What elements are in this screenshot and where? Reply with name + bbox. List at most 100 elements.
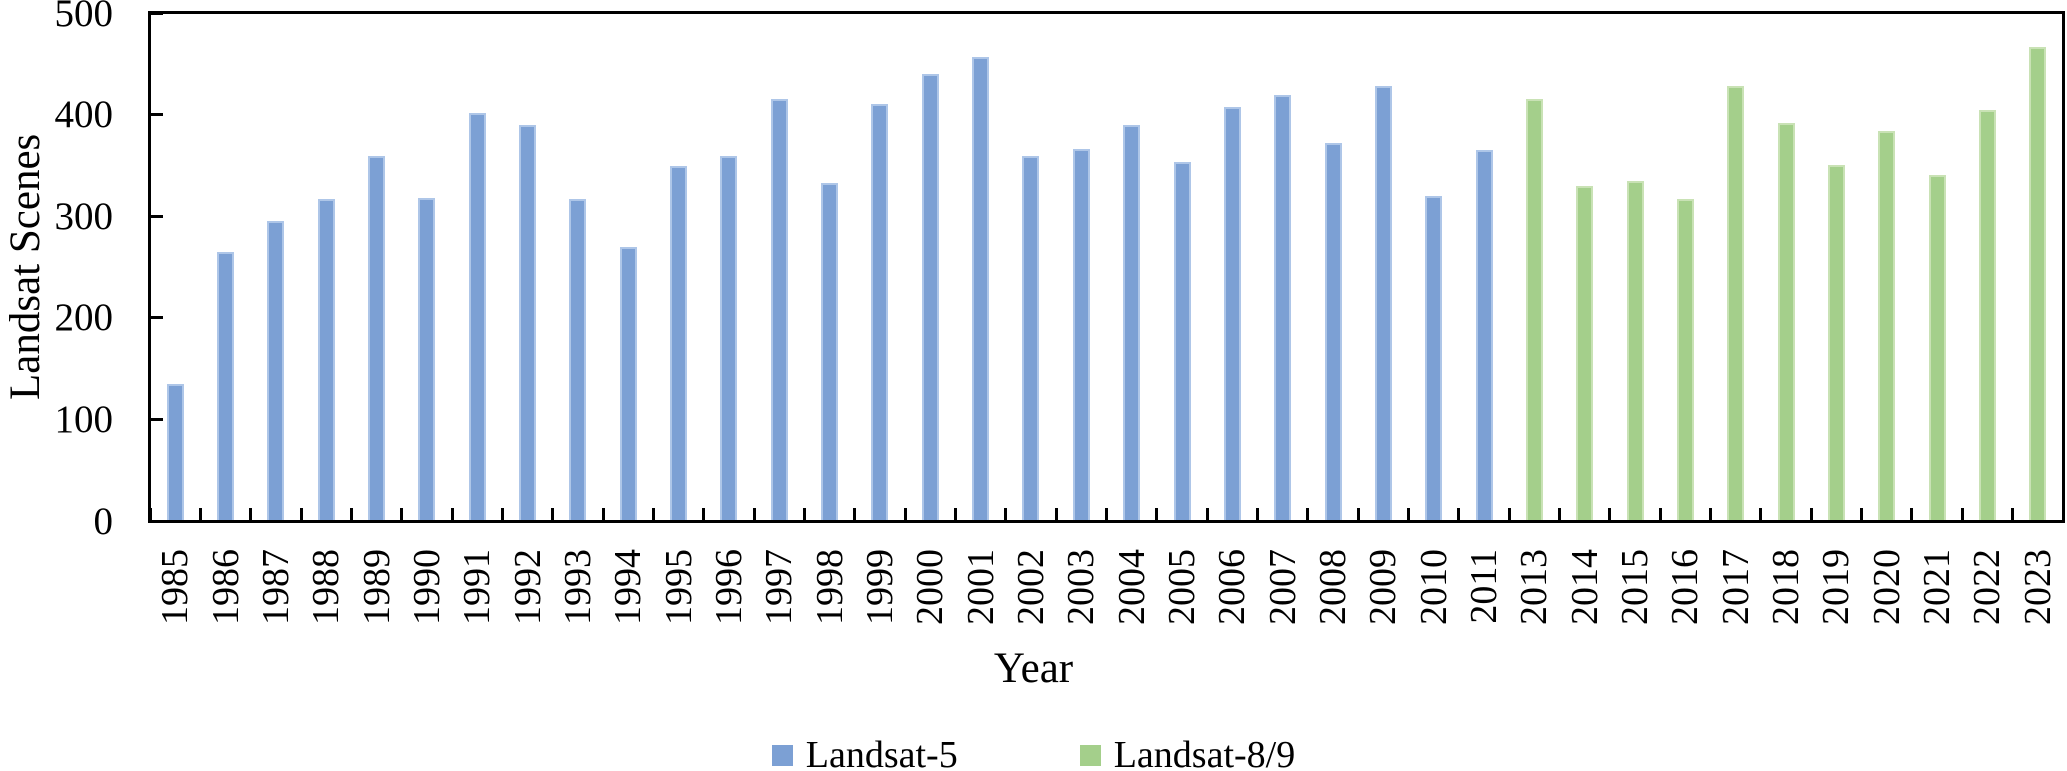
bar-2013	[1525, 99, 1543, 521]
x-tick	[953, 508, 957, 521]
x-tick	[1809, 508, 1813, 521]
bar-2020	[1878, 130, 1896, 521]
x-tick-label-1993: 1993	[556, 549, 599, 625]
y-tick-label-0: 0	[93, 499, 114, 543]
bar-1986	[217, 251, 234, 521]
x-tick	[601, 508, 605, 521]
bar-2014	[1576, 185, 1594, 521]
bar-2006	[1223, 107, 1241, 521]
bar-1998	[821, 182, 839, 521]
bar-2022	[1978, 109, 1996, 521]
y-tick-label-100: 100	[54, 397, 114, 441]
x-tick-label-2001: 2001	[959, 549, 1002, 625]
x-tick	[1155, 508, 1159, 521]
bar-1996	[720, 156, 738, 521]
x-tick-label-2013: 2013	[1513, 549, 1556, 625]
x-tick	[1608, 508, 1612, 521]
x-tick-label-2005: 2005	[1161, 549, 1203, 625]
x-tick	[1709, 508, 1713, 521]
x-tick	[1960, 508, 1964, 521]
x-tick-label-1998: 1998	[808, 549, 851, 625]
bar-1988	[317, 198, 335, 521]
bar-1992	[519, 124, 537, 521]
x-tick	[2011, 508, 2015, 521]
x-tick-label-2007: 2007	[1261, 549, 1304, 625]
x-tick	[450, 508, 454, 521]
bar-2023	[2029, 46, 2047, 521]
x-tick	[651, 508, 655, 521]
x-tick-label-1987: 1987	[254, 549, 297, 625]
x-tick-label-1986: 1986	[204, 549, 247, 625]
y-tick	[150, 519, 163, 523]
y-tick-label-500: 500	[54, 0, 114, 35]
x-tick	[1105, 508, 1108, 521]
bar-2021	[1928, 174, 1946, 521]
bar-2017	[1727, 86, 1745, 521]
x-tick-label-1999: 1999	[858, 549, 901, 625]
x-tick	[1356, 508, 1360, 521]
bar-2019	[1827, 165, 1845, 521]
x-tick	[349, 508, 353, 521]
x-tick-label-2014: 2014	[1563, 549, 1606, 625]
x-tick	[249, 508, 253, 521]
x-tick-label-2018: 2018	[1765, 549, 1808, 625]
x-tick	[1256, 508, 1260, 521]
x-tick-label-2002: 2002	[1009, 549, 1052, 625]
x-tick-label-2017: 2017	[1714, 549, 1757, 625]
bar-2002	[1022, 156, 1040, 521]
legend-label-landsat-5: Landsat-5	[805, 734, 958, 771]
x-tick	[1658, 508, 1662, 521]
y-tick-label-400: 400	[54, 93, 114, 137]
x-tick	[1759, 508, 1763, 521]
bar-1994	[619, 246, 637, 521]
bar-1990	[418, 197, 436, 521]
legend-label-landsat-8-9: Landsat-8/9	[1113, 734, 1296, 771]
x-tick	[853, 508, 857, 521]
x-tick	[1558, 508, 1562, 521]
bar-2018	[1777, 122, 1795, 521]
x-tick	[702, 508, 706, 521]
x-tick-label-1990: 1990	[405, 549, 448, 625]
x-tick-label-2009: 2009	[1362, 549, 1405, 625]
x-tick-label-2004: 2004	[1110, 549, 1153, 625]
bar-1995	[670, 166, 688, 521]
x-tick-label-2019: 2019	[1815, 549, 1858, 625]
bar-2007	[1274, 95, 1292, 521]
x-tick-label-1996: 1996	[707, 549, 750, 625]
bar-1999	[871, 104, 889, 521]
bar-2001	[972, 56, 990, 521]
x-tick	[1507, 508, 1511, 521]
x-tick	[1910, 508, 1914, 521]
legend-item-landsat-8-9: Landsat-8/9	[1079, 734, 1296, 771]
x-tick	[1306, 508, 1310, 521]
bar-2016	[1676, 198, 1694, 521]
bar-1997	[770, 99, 788, 521]
x-tick	[752, 508, 756, 521]
x-tick	[1860, 508, 1864, 521]
x-tick-label-2021: 2021	[1916, 549, 1959, 625]
x-axis-title: Year	[993, 645, 1074, 692]
x-tick-label-2020: 2020	[1865, 549, 1908, 625]
bar-1987	[267, 221, 285, 521]
x-tick	[903, 508, 907, 521]
x-tick	[802, 508, 806, 521]
bar-2010	[1425, 195, 1443, 521]
y-tick	[150, 316, 163, 320]
x-tick-label-1997: 1997	[758, 549, 801, 625]
x-tick-label-1994: 1994	[607, 549, 650, 625]
bar-1991	[468, 112, 486, 521]
bar-2008	[1324, 143, 1342, 521]
bar-2000	[921, 73, 939, 521]
legend-swatch-landsat-8-9	[1079, 744, 1101, 766]
bar-1985	[166, 383, 184, 521]
x-tick	[400, 508, 404, 521]
legend-item-landsat-5: Landsat-5	[771, 734, 958, 771]
x-tick-label-1995: 1995	[657, 549, 700, 625]
bar-2015	[1626, 180, 1644, 521]
y-tick	[150, 113, 163, 117]
x-tick-label-1985: 1985	[154, 549, 197, 625]
x-tick-label-1992: 1992	[506, 549, 549, 625]
x-tick-label-2022: 2022	[1966, 549, 2009, 625]
x-tick-label-2010: 2010	[1412, 549, 1455, 625]
